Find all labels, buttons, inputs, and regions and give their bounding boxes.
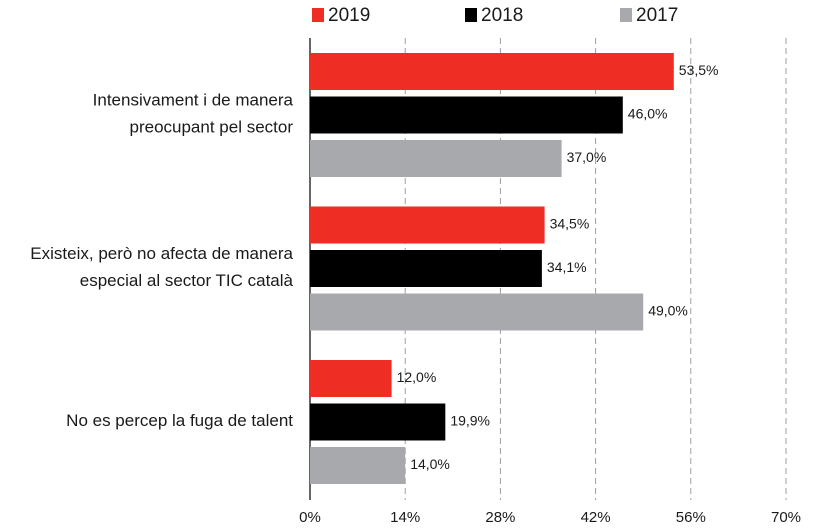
x-tick-label: 56%	[676, 509, 706, 526]
legend-label: 2017	[636, 5, 678, 26]
x-tick-label: 42%	[581, 509, 611, 526]
category-label: No es percep la fuga de talent	[66, 411, 293, 430]
category-line: especial al sector TIC català	[80, 271, 294, 290]
legend-swatch	[312, 8, 324, 22]
bar	[310, 360, 392, 397]
x-tick-label: 0%	[299, 509, 321, 526]
legend-label: 2018	[481, 5, 523, 26]
bar	[310, 53, 674, 90]
x-tick-label: 28%	[485, 509, 515, 526]
value-label: 49,0%	[648, 303, 688, 319]
bar	[310, 140, 562, 177]
value-label: 12,0%	[397, 369, 437, 385]
bar	[310, 206, 545, 244]
value-label: 14,0%	[410, 456, 450, 472]
category-line: Intensivament i de manera	[93, 91, 294, 110]
bar	[310, 403, 446, 441]
value-label: 34,1%	[547, 259, 587, 275]
x-tick-label: 70%	[771, 509, 801, 526]
category-label: Existeix, però no afecta de manera especi…	[30, 244, 293, 290]
value-label: 46,0%	[628, 106, 668, 122]
legend-swatch	[465, 8, 477, 22]
x-tick-label: 14%	[390, 509, 420, 526]
bar	[310, 447, 406, 484]
category-line: preocupant pel sector	[130, 118, 294, 137]
bar	[310, 96, 623, 134]
bar	[310, 293, 644, 331]
legend-swatch	[620, 8, 632, 22]
category-line: No es percep la fuga de talent	[66, 411, 293, 430]
bar	[310, 250, 542, 287]
category-label: Intensivament i de manera preocupant pel …	[93, 91, 294, 137]
legend-label: 2019	[328, 5, 370, 26]
value-label: 19,9%	[450, 413, 490, 429]
value-label: 37,0%	[567, 149, 607, 165]
value-label: 53,5%	[679, 62, 719, 78]
category-line: Existeix, però no afecta de manera	[30, 244, 293, 263]
value-label: 34,5%	[550, 216, 590, 232]
